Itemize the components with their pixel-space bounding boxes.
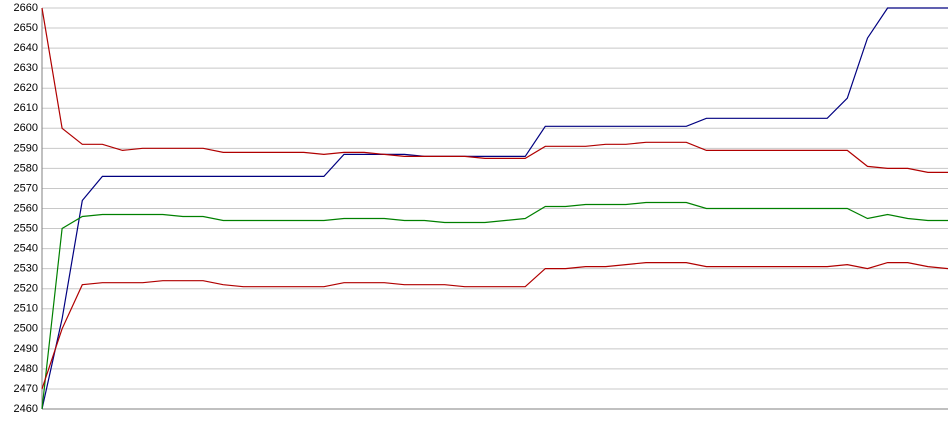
y-tick-label: 2460 — [14, 403, 38, 415]
y-tick-label: 2570 — [14, 182, 38, 194]
y-tick-label: 2590 — [14, 142, 38, 154]
y-tick-label: 2470 — [14, 383, 38, 395]
series-line — [41, 7, 948, 173]
y-tick-label: 2580 — [14, 162, 38, 174]
y-tick-label: 2610 — [14, 102, 38, 114]
y-tick-label: 2540 — [14, 243, 38, 255]
y-tick-label: 2560 — [14, 202, 38, 214]
y-tick-label: 2530 — [14, 263, 38, 275]
y-tick-label: 2600 — [14, 122, 38, 134]
y-tick-label: 2620 — [14, 82, 38, 94]
y-tick-label: 2480 — [14, 363, 38, 375]
series-line — [41, 7, 948, 410]
y-tick-label: 2660 — [14, 2, 38, 14]
y-tick-label: 2510 — [14, 303, 38, 315]
y-tick-label: 2490 — [14, 343, 38, 355]
series-line — [41, 262, 949, 390]
y-tick-label: 2640 — [14, 42, 38, 54]
y-tick-label: 2550 — [14, 222, 38, 234]
y-tick-label: 2630 — [14, 62, 38, 74]
y-tick-label: 2520 — [14, 283, 38, 295]
y-tick-label: 2500 — [14, 323, 38, 335]
series-line — [41, 201, 948, 410]
y-tick-label: 2650 — [14, 22, 38, 34]
